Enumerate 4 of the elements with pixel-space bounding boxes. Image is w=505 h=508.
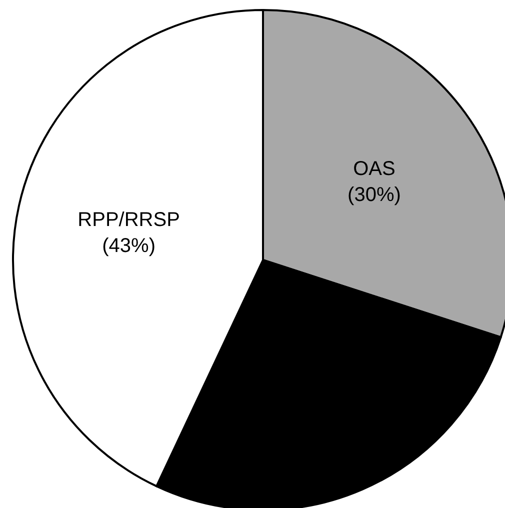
data-label: (43%) <box>102 235 156 258</box>
slice-label: OAS <box>353 158 396 180</box>
data-label: (30%) <box>348 184 401 206</box>
slice-label: RPP/RRSP <box>78 209 180 232</box>
